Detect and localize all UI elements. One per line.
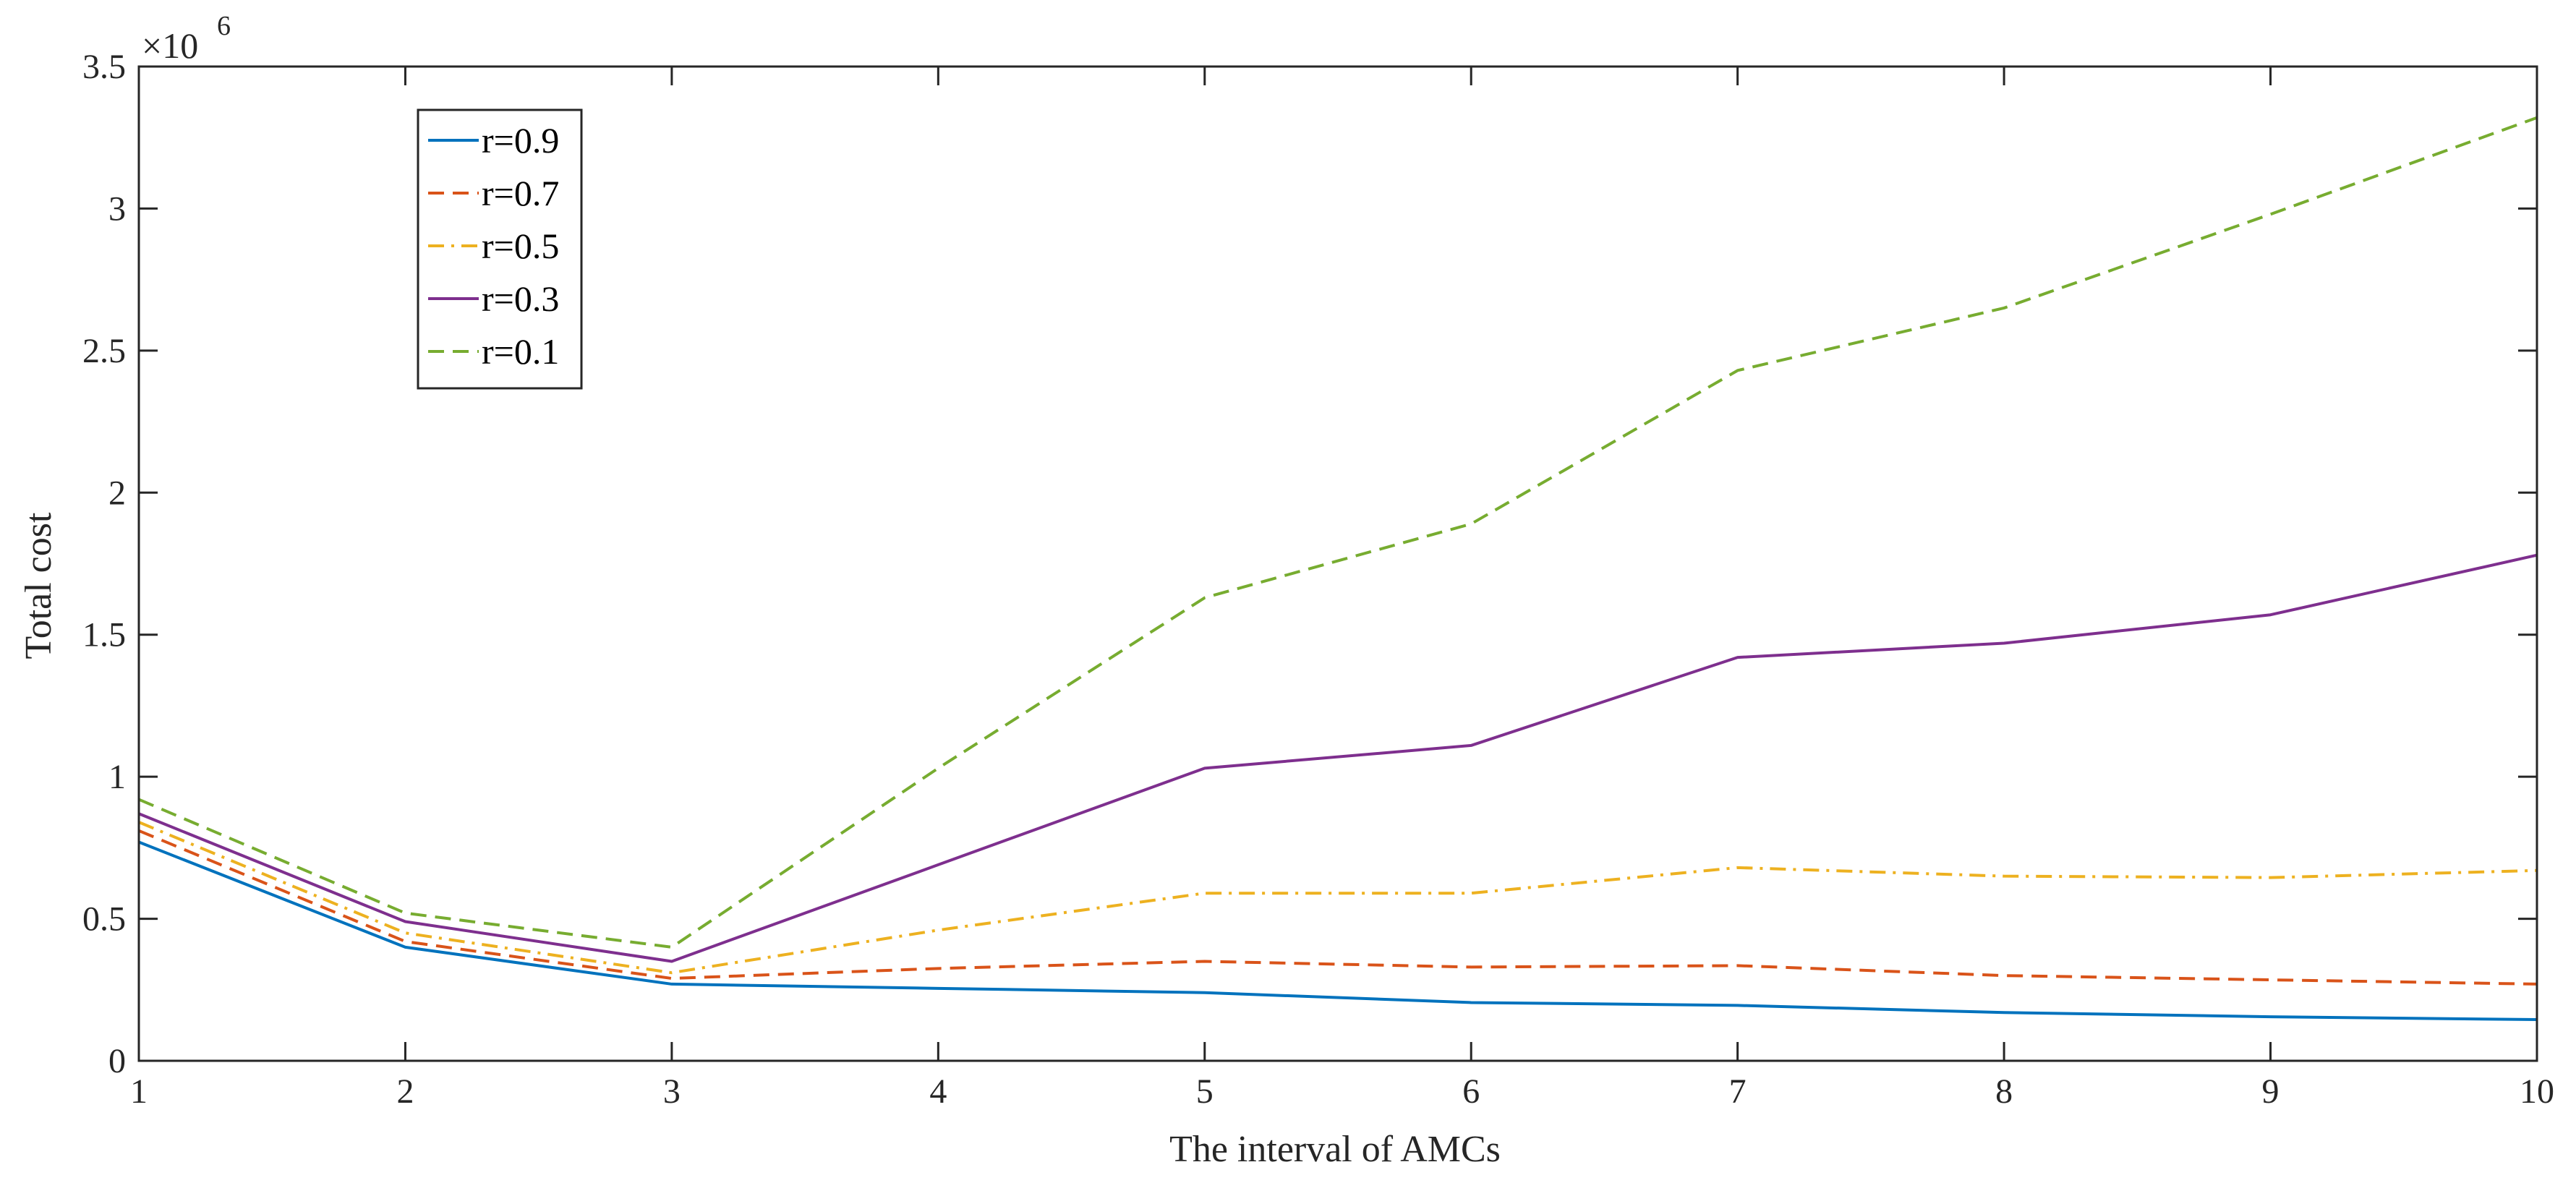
legend-label: r=0.7 [482, 173, 559, 213]
x-tick-label: 3 [663, 1072, 681, 1111]
x-tick-label: 8 [1995, 1072, 2013, 1111]
legend-label: r=0.3 [482, 278, 559, 319]
series-line-r-0-1 [138, 116, 2538, 949]
legend-box [417, 108, 583, 390]
legend: r=0.9 r=0.7 r=0.5 r=0.3 r=0.1 [417, 108, 583, 390]
legend-label: r=0.1 [482, 331, 559, 372]
x-tick-label: 6 [1462, 1072, 1480, 1111]
x-tick-label: 10 [2520, 1072, 2554, 1111]
y-tick-label: 2.5 [82, 332, 126, 370]
y-tick-label: 1.5 [82, 616, 126, 654]
series-line-r-0-3 [138, 553, 2538, 963]
legend-label: r=0.5 [482, 226, 559, 266]
tick-labels: 1 2 3 4 5 6 7 8 9 10 0 0.5 1 1.5 2 2.5 3 3.5 [82, 48, 2554, 1111]
y-exponent-base: ×10 [142, 25, 198, 66]
y-tick-label: 2 [108, 474, 126, 512]
axes-box [137, 65, 2538, 1062]
y-tick-label: 0 [108, 1042, 126, 1080]
y-tick-label: 3.5 [82, 48, 126, 86]
x-tick-label: 5 [1196, 1072, 1214, 1111]
legend-label: r=0.9 [482, 120, 559, 161]
tick-marks [137, 65, 2538, 1062]
x-tick-label: 4 [929, 1072, 947, 1111]
axes [137, 65, 2538, 1062]
series-line-r-0-7 [138, 829, 2538, 986]
series-line-r-0-9 [138, 840, 2538, 1022]
y-axis-label: Total cost [18, 512, 59, 659]
y-tick-label: 3 [108, 189, 126, 228]
y-exponent-label: ×10 6 [142, 11, 231, 66]
y-tick-label: 1 [108, 758, 126, 796]
y-exponent-power: 6 [217, 11, 231, 41]
x-tick-label: 2 [396, 1072, 414, 1111]
y-tick-label: 0.5 [82, 900, 126, 939]
x-tick-label: 7 [1729, 1072, 1747, 1111]
series-line-r-0-5 [138, 821, 2538, 975]
x-axis-label: The interval of AMCs [1169, 1129, 1501, 1170]
x-tick-label: 1 [130, 1072, 148, 1111]
series-lines [138, 116, 2538, 1022]
x-tick-label: 9 [2262, 1072, 2279, 1111]
